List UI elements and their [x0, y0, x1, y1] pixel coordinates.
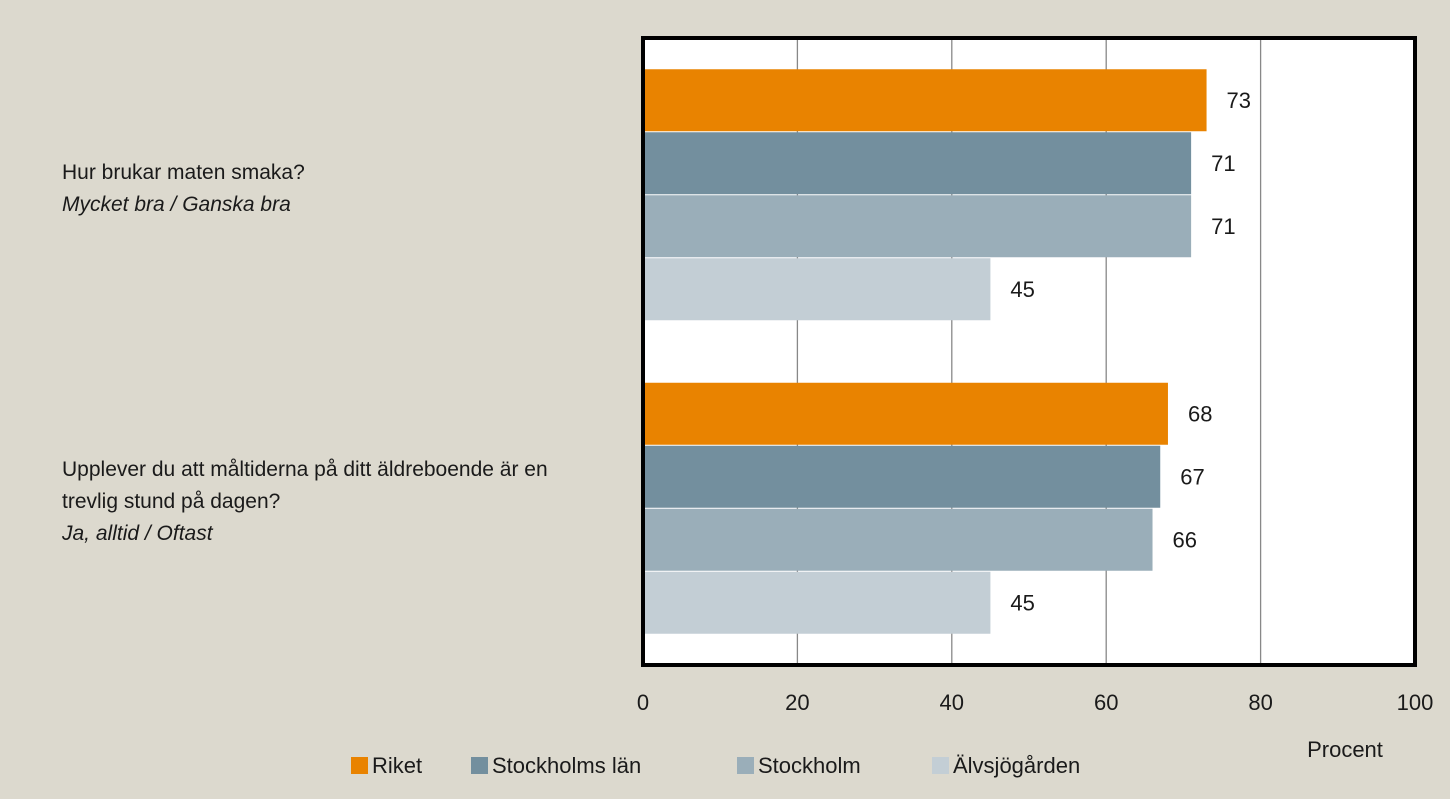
- legend-label: Stockholm: [758, 753, 861, 778]
- data-label: 45: [1010, 591, 1034, 616]
- data-label: 67: [1180, 465, 1204, 490]
- data-label: 45: [1010, 277, 1034, 302]
- category-note: Mycket bra / Ganska bra: [62, 192, 291, 216]
- legend-label: Älvsjögården: [953, 753, 1080, 778]
- bar: [643, 132, 1192, 195]
- data-label: 73: [1227, 88, 1251, 113]
- legend-swatch: [471, 757, 488, 774]
- x-tick-label: 100: [1397, 690, 1434, 715]
- legend-swatch: [351, 757, 368, 774]
- x-tick-label: 0: [637, 690, 649, 715]
- plot-border: [641, 36, 1417, 667]
- bar: [643, 571, 991, 634]
- data-label: 66: [1173, 528, 1197, 553]
- x-tick-label: 80: [1248, 690, 1272, 715]
- category-text: Upplever du att måltiderna på ditt äldre…: [62, 458, 548, 514]
- bar: [643, 195, 1192, 258]
- data-label: 71: [1211, 151, 1235, 176]
- legend-swatch: [737, 757, 754, 774]
- category-label: Hur brukar maten smaka? Mycket bra / Gans…: [62, 157, 562, 221]
- data-label: 71: [1211, 214, 1235, 239]
- data-label: 68: [1188, 402, 1212, 427]
- legend-label: Riket: [372, 753, 422, 778]
- bar: [643, 382, 1168, 445]
- bar: [643, 69, 1207, 132]
- category-text: Hur brukar maten smaka?: [62, 160, 305, 184]
- plot-area: [643, 38, 1415, 665]
- x-axis-label: Procent: [1307, 737, 1383, 762]
- x-tick-label: 60: [1094, 690, 1118, 715]
- category-note: Ja, alltid / Oftast: [62, 522, 213, 546]
- bar: [643, 508, 1153, 571]
- category-label: Upplever du att måltiderna på ditt äldre…: [62, 454, 562, 550]
- legend-label: Stockholms län: [492, 753, 641, 778]
- bar: [643, 258, 991, 321]
- x-tick-label: 20: [785, 690, 809, 715]
- legend-swatch: [932, 757, 949, 774]
- bar: [643, 445, 1161, 508]
- x-tick-label: 40: [940, 690, 964, 715]
